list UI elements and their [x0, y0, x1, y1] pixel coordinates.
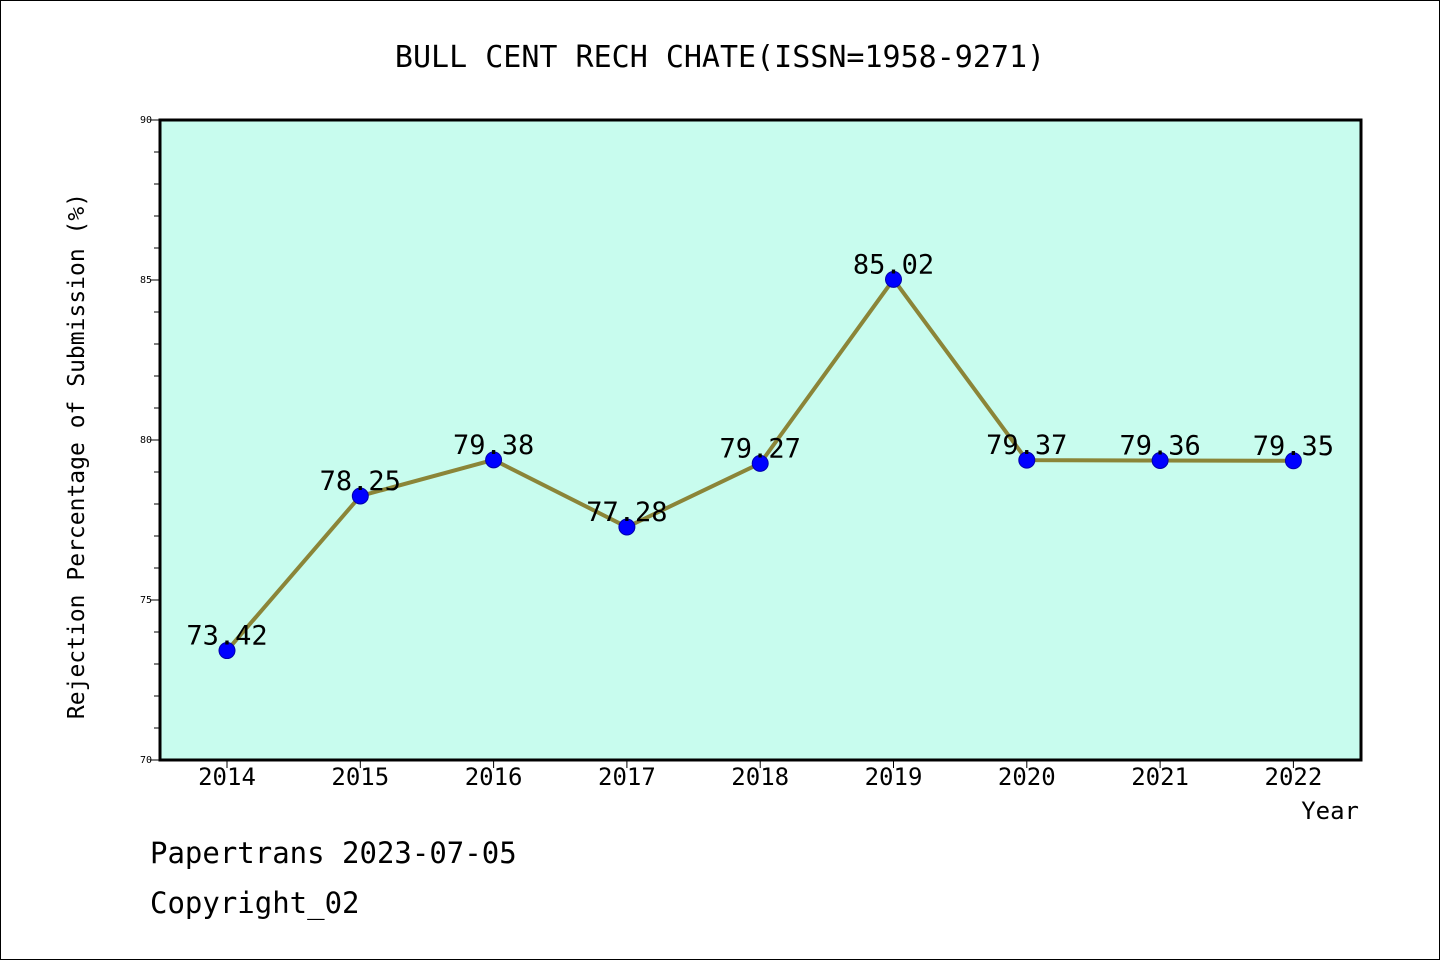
- x-tick-label: 2016: [465, 763, 523, 791]
- x-tick-label: 2019: [865, 763, 923, 791]
- data-label: 78.25: [320, 466, 401, 497]
- y-tick-label: 85: [140, 275, 152, 286]
- data-label: 79.37: [986, 430, 1067, 461]
- data-point: [351, 487, 369, 505]
- x-tick-label: 2021: [1131, 763, 1189, 791]
- x-tick-label: 2018: [731, 763, 789, 791]
- x-tick-label: 2020: [998, 763, 1056, 791]
- data-label: 73.42: [186, 621, 267, 652]
- footer-source: Papertrans 2023-07-05: [150, 836, 517, 870]
- x-tick-label: 2014: [198, 763, 256, 791]
- data-point: [485, 451, 503, 469]
- data-point: [751, 454, 769, 472]
- data-point: [618, 518, 636, 536]
- data-point: [218, 642, 236, 660]
- data-point: [1151, 451, 1169, 469]
- data-label: 79.27: [720, 433, 801, 464]
- x-tick-label: 2015: [331, 763, 389, 791]
- data-point: [885, 270, 902, 288]
- series: 73.42 78.25 79.38 77.28 79.27 85.02 79.37 79.36…: [186, 249, 1334, 660]
- footer-copyright: Copyright_02: [150, 886, 360, 920]
- plot-border: [158, 118, 1363, 762]
- y-axis-ticks: 70 75 80 85 90: [140, 115, 160, 766]
- data-point: [1284, 452, 1302, 470]
- data-label: 79.36: [1119, 430, 1200, 461]
- x-axis-ticks: 2014 2015 2016 2017 2018 2019 2020 2021 2022: [198, 760, 1322, 791]
- data-label: 79.35: [1253, 431, 1334, 462]
- y-tick-label: 70: [140, 755, 152, 766]
- y-axis-label: Rejection Percentage of Submission (%): [64, 193, 90, 719]
- data-label: 85.02: [853, 249, 934, 280]
- x-tick-label: 2022: [1265, 763, 1323, 791]
- y-tick-label: 80: [140, 435, 152, 446]
- x-tick-label: 2017: [598, 763, 656, 791]
- x-axis-label: Year: [1301, 797, 1359, 825]
- y-tick-label: 90: [140, 115, 152, 126]
- data-point: [1018, 451, 1036, 469]
- y-tick-label: 75: [140, 595, 152, 606]
- plot-area: [160, 120, 1361, 760]
- data-label: 77.28: [586, 497, 667, 528]
- data-label: 79.38: [453, 430, 534, 461]
- chart-title: BULL CENT RECH CHATE(ISSN=1958-9271): [395, 40, 1045, 75]
